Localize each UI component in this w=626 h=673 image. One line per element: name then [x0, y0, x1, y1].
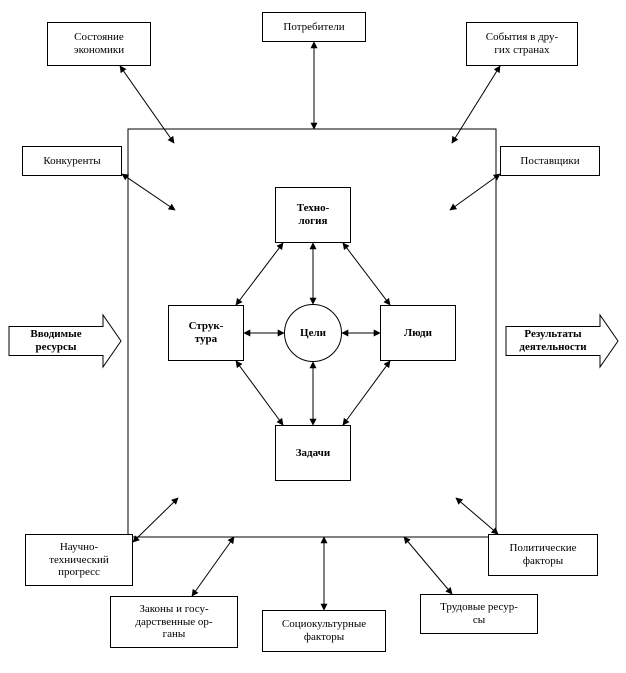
label-structure: Струк-тура	[189, 320, 224, 345]
label-tasks: Задачи	[296, 447, 330, 460]
label-goals: Цели	[300, 327, 326, 339]
label-sci-tech: Научно-техническийпрогресс	[49, 541, 109, 579]
node-world-events: События в дру-гих странах	[466, 22, 578, 66]
node-goals-circle: Цели	[284, 304, 342, 362]
label-people: Люди	[404, 327, 432, 340]
node-competitors: Конкуренты	[22, 146, 122, 176]
label-socio: Социокультурныефакторы	[282, 618, 366, 643]
label-outputs: Результатыдеятельности	[519, 328, 586, 353]
label-suppliers: Поставщики	[520, 155, 579, 168]
node-laws: Законы и госу-дарственные ор-ганы	[110, 596, 238, 648]
diagram-stage: Состояниеэкономики Потребители События в…	[0, 0, 626, 673]
label-world-events: События в дру-гих странах	[486, 31, 558, 56]
node-socio: Социокультурныефакторы	[262, 610, 386, 652]
big-arrow-inputs: Вводимыересурсы	[9, 315, 103, 367]
label-inputs: Вводимыересурсы	[30, 328, 81, 353]
label-labor: Трудовые ресур-сы	[440, 601, 518, 626]
node-political: Политическиефакторы	[488, 534, 598, 576]
label-economy: Состояниеэкономики	[74, 31, 124, 56]
big-arrow-outputs: Результатыдеятельности	[506, 315, 600, 367]
node-technology: Техно-логия	[275, 187, 351, 243]
node-labor: Трудовые ресур-сы	[420, 594, 538, 634]
node-consumers: Потребители	[262, 12, 366, 42]
label-political: Политическиефакторы	[509, 542, 576, 567]
node-suppliers: Поставщики	[500, 146, 600, 176]
node-tasks: Задачи	[275, 425, 351, 481]
node-people: Люди	[380, 305, 456, 361]
node-economy: Состояниеэкономики	[47, 22, 151, 66]
label-laws: Законы и госу-дарственные ор-ганы	[135, 603, 212, 641]
label-technology: Техно-логия	[297, 202, 330, 227]
label-competitors: Конкуренты	[43, 155, 100, 168]
label-consumers: Потребители	[283, 21, 344, 34]
node-structure: Струк-тура	[168, 305, 244, 361]
node-sci-tech: Научно-техническийпрогресс	[25, 534, 133, 586]
